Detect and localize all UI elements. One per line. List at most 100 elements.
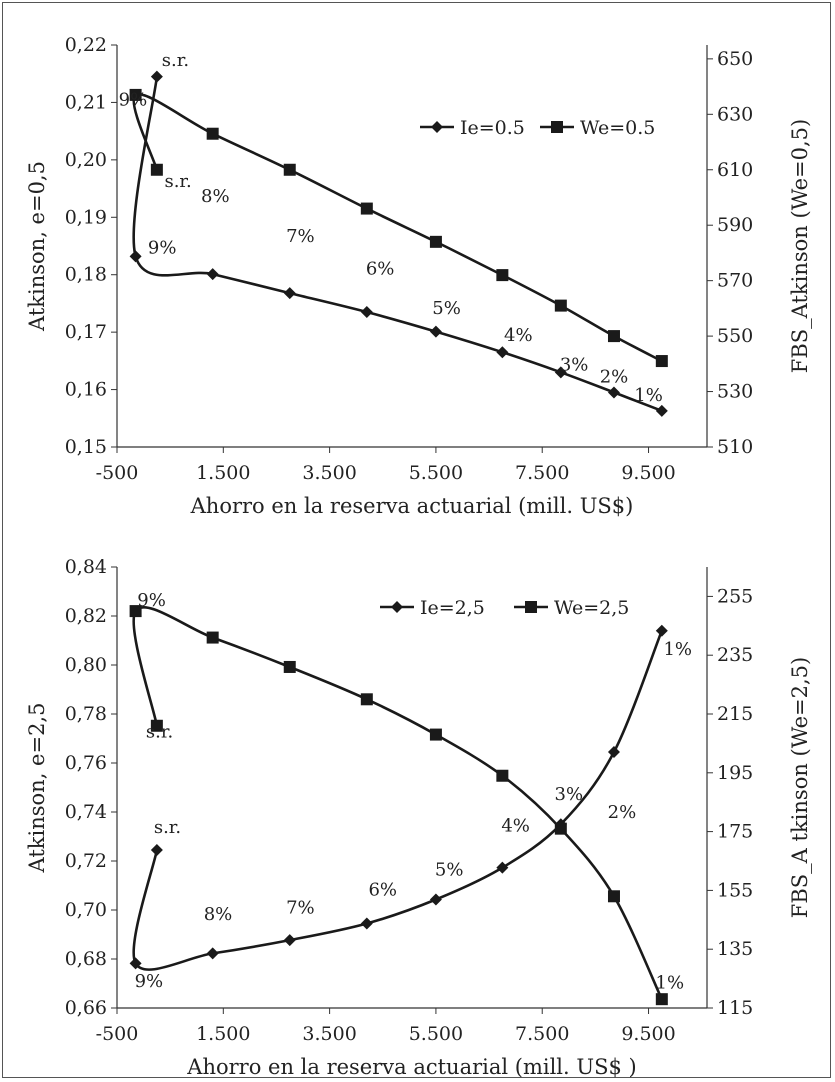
legend-marker-square	[551, 121, 563, 133]
point-annotation: 6%	[366, 259, 395, 280]
y-tick-label: 0,68	[65, 948, 107, 970]
y2-tick-label: 590	[717, 214, 753, 236]
y-axis-title: Atkinson, e=2,5	[25, 703, 49, 874]
data-point-diamond	[150, 70, 163, 83]
y-axis-title: Atkinson, e=0,5	[25, 161, 49, 332]
point-annotation: 1%	[656, 972, 685, 993]
point-annotation: s.r.	[164, 171, 191, 192]
data-point-square	[607, 890, 620, 903]
x-tick-label: 7.500	[515, 1023, 569, 1045]
data-point-diamond	[283, 934, 296, 947]
data-point-square	[607, 330, 620, 343]
data-point-diamond	[429, 325, 442, 338]
data-point-diamond	[429, 893, 442, 906]
x-tick-label: 5.500	[409, 462, 463, 484]
point-annotation: 7%	[286, 898, 315, 919]
y2-tick-label: 610	[717, 159, 753, 181]
data-point-square	[206, 631, 219, 644]
data-point-square	[206, 127, 219, 140]
x-tick-label: 1.500	[196, 1023, 250, 1045]
y-tick-label: 0,19	[65, 206, 107, 228]
point-annotation: 2%	[600, 367, 629, 388]
y-tick-label: 0,70	[65, 899, 107, 921]
data-point-diamond	[360, 917, 373, 930]
chart-atkinson-e25: -500 1.500 3.500 5.500 7.500 9.500 0,66 0,68 0,7…	[25, 556, 812, 1079]
point-annotation: 9%	[119, 89, 148, 110]
data-point-square	[360, 202, 373, 215]
data-point-square	[655, 993, 668, 1006]
x-tick-label: 9.500	[621, 462, 675, 484]
point-annotation: 3%	[555, 784, 584, 805]
point-annotation: 1%	[634, 385, 663, 406]
x-axis-title: Ahorro en la reserva actuarial (mill. US…	[186, 1055, 636, 1079]
y-tick-label: 0,84	[65, 556, 107, 578]
data-point-diamond	[283, 287, 296, 300]
y-tick-label: 0,15	[65, 436, 107, 458]
y2-tick-label: 175	[717, 821, 753, 843]
data-point-square	[150, 163, 163, 176]
data-point-diamond	[554, 366, 567, 379]
series-line-diamond	[132, 630, 664, 971]
data-point-diamond	[206, 268, 219, 281]
y-tick-label: 0,66	[65, 997, 107, 1019]
data-point-square	[554, 822, 567, 835]
point-annotation: s.r.	[146, 721, 173, 742]
data-point-square	[129, 605, 142, 618]
point-annotation: 9%	[135, 971, 164, 992]
point-annotation: 9%	[148, 237, 177, 258]
point-annotation: 7%	[286, 226, 315, 247]
legend-label: We=0.5	[580, 117, 655, 139]
point-annotation: 8%	[204, 904, 233, 925]
legend-marker-diamond	[391, 601, 403, 613]
legend-marker-diamond	[431, 121, 443, 133]
y2-tick-label: 530	[717, 381, 753, 403]
data-point-square	[429, 235, 442, 248]
y2-tick-label: 235	[717, 644, 753, 666]
point-annotation: 5%	[435, 860, 464, 881]
data-point-square	[283, 660, 296, 673]
x-tick-label: -500	[96, 462, 139, 484]
data-point-diamond	[360, 306, 373, 319]
y-tick-label: 0,22	[65, 34, 107, 56]
y-tick-label: 0,76	[65, 752, 107, 774]
y2-tick-label: 570	[717, 270, 753, 292]
y-tick-label: 0,78	[65, 703, 107, 725]
x-tick-label: 9.500	[621, 1023, 675, 1045]
y-tick-label: 0,74	[65, 801, 107, 823]
legend-label: Ie=2,5	[420, 597, 485, 619]
y2-tick-label: 510	[717, 436, 753, 458]
data-point-square	[129, 88, 142, 101]
point-annotation: 8%	[201, 186, 230, 207]
point-annotation: 2%	[608, 802, 637, 823]
x-tick-label: 1.500	[196, 462, 250, 484]
data-point-diamond	[496, 346, 509, 359]
data-point-diamond	[129, 250, 142, 263]
y2-tick-label: 115	[717, 997, 753, 1019]
data-point-diamond	[129, 957, 142, 970]
y2-tick-label: 650	[717, 48, 753, 70]
y2-tick-label: 255	[717, 585, 753, 607]
data-point-square	[429, 728, 442, 741]
y2-tick-label: 195	[717, 762, 753, 784]
point-annotation: s.r.	[154, 817, 181, 838]
y2-tick-label: 630	[717, 103, 753, 125]
data-point-square	[496, 269, 509, 282]
series-line-square	[132, 606, 663, 1000]
x-tick-label: 3.500	[302, 462, 356, 484]
y2-tick-label: 215	[717, 703, 753, 725]
y2-tick-label: 155	[717, 879, 753, 901]
data-point-diamond	[496, 861, 509, 874]
point-annotation: s.r.	[162, 50, 189, 71]
legend-label: Ie=0.5	[460, 117, 525, 139]
y-tick-label: 0,21	[65, 91, 107, 113]
x-tick-label: 5.500	[409, 1023, 463, 1045]
data-point-square	[496, 769, 509, 782]
y-tick-label: 0,16	[65, 379, 107, 401]
data-point-square	[360, 693, 373, 706]
series-line-square	[132, 92, 663, 363]
legend-marker-square	[525, 601, 537, 613]
data-point-diamond	[655, 404, 668, 417]
point-annotation: 4%	[501, 816, 530, 837]
